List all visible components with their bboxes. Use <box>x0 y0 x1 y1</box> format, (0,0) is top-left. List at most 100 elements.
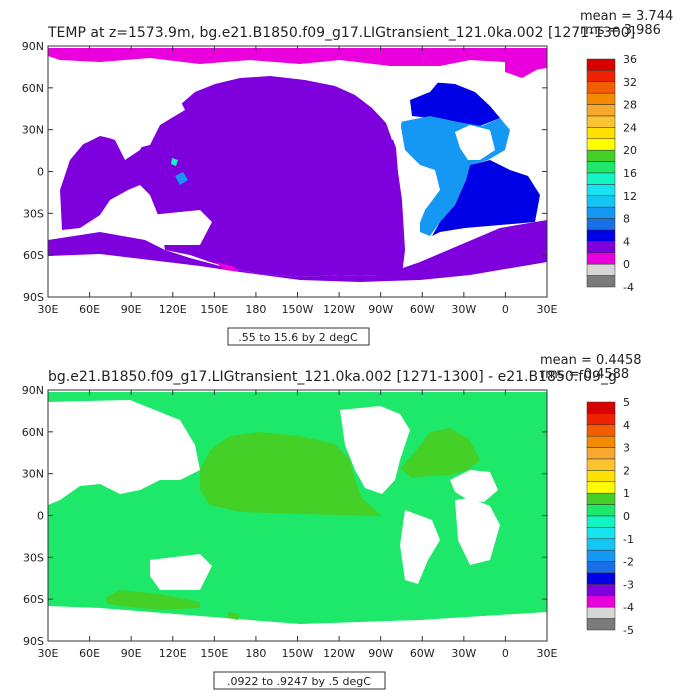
colorbar-label: 28 <box>623 99 637 112</box>
colorbar-swatch <box>586 218 616 231</box>
colorbar-swatch <box>586 492 616 505</box>
colorbar-swatch <box>586 138 616 151</box>
colorbar-swatch <box>586 584 616 597</box>
colorbar-swatch <box>586 229 616 242</box>
y-tick-label: 60N <box>22 82 44 95</box>
colorbar-swatch <box>586 252 616 265</box>
colorbar-label: 0 <box>623 510 630 523</box>
colorbar-swatch <box>586 206 616 219</box>
x-tick-label: 90E <box>121 647 142 660</box>
y-tick-label: 30S <box>23 551 44 564</box>
colorbar-label: 36 <box>623 53 637 66</box>
x-tick-label: 30W <box>451 647 476 660</box>
x-tick-label: 180 <box>245 647 266 660</box>
colorbar-swatch <box>586 263 616 276</box>
colorbar-label: 32 <box>623 76 637 89</box>
colorbar-label: -4 <box>623 281 634 294</box>
colorbar-swatch <box>586 470 616 483</box>
colorbar-swatch <box>586 549 616 562</box>
colorbar-label: -3 <box>623 578 634 591</box>
x-tick-label: 90W <box>368 647 393 660</box>
x-tick-label: 30E <box>537 303 558 316</box>
top-title: TEMP at z=1573.9m, bg.e21.B1850.f09_g17.… <box>47 25 635 41</box>
x-tick-label: 30W <box>451 303 476 316</box>
top-range-box <box>227 327 370 346</box>
bottom-colorbar: 5 4 3 2 1 0 -1 -2 -3 -4 -5 <box>586 396 634 637</box>
colorbar-label: 8 <box>623 213 630 226</box>
colorbar-label: 16 <box>623 167 637 180</box>
y-tick-label: 90N <box>22 384 44 397</box>
top-region-north-atlantic <box>410 82 500 126</box>
colorbar-swatch <box>586 70 616 83</box>
colorbar-swatch <box>586 561 616 574</box>
colorbar-swatch <box>586 195 616 208</box>
y-tick-label: 60S <box>23 593 44 606</box>
colorbar-swatch <box>586 606 616 619</box>
colorbar-swatch <box>586 527 616 540</box>
colorbar-swatch <box>586 447 616 460</box>
x-tick-label: 0 <box>502 647 509 660</box>
y-tick-label: 30N <box>22 124 44 137</box>
colorbar-label: 0 <box>623 258 630 271</box>
bottom-range-label: .0922 to .9247 by .5 degC <box>227 675 371 688</box>
bottom-rms-label: rms = 0.4588 <box>540 367 629 382</box>
colorbar-swatch <box>586 104 616 117</box>
colorbar-swatch <box>586 618 616 631</box>
top-region-south-atlantic <box>432 160 540 236</box>
colorbar-swatch <box>586 92 616 105</box>
colorbar-swatch <box>586 572 616 585</box>
top-mean-label: mean = 3.744 <box>580 9 673 24</box>
colorbar-label: 2 <box>623 464 630 477</box>
top-region-arctic <box>48 48 547 72</box>
colorbar-swatch <box>586 58 616 71</box>
x-tick-label: 150W <box>282 647 314 660</box>
bottom-region-labrador <box>400 428 480 478</box>
colorbar-swatch <box>586 413 616 426</box>
colorbar-swatch <box>586 241 616 254</box>
colorbar-swatch <box>586 538 616 551</box>
x-tick-label: 150E <box>200 647 228 660</box>
colorbar-swatch <box>586 458 616 471</box>
colorbar-label: 1 <box>623 487 630 500</box>
y-tick-label: 90S <box>23 291 44 304</box>
y-tick-label: 60S <box>23 249 44 262</box>
y-tick-label: 90S <box>23 635 44 648</box>
bottom-title: bg.e21.B1850.f09_g17.LIGtransient_121.0k… <box>48 369 617 385</box>
x-tick-label: 120W <box>323 303 355 316</box>
colorbar-swatch <box>586 424 616 437</box>
y-tick-label: 30S <box>23 207 44 220</box>
bottom-panel: bg.e21.B1850.f09_g17.LIGtransient_121.0k… <box>22 353 642 690</box>
colorbar-swatch <box>586 184 616 197</box>
top-y-axis: 90N 60N 30N 0 30S 60S 90S <box>22 40 547 304</box>
x-tick-label: 0 <box>502 303 509 316</box>
top-region-pacific <box>60 76 405 277</box>
colorbar-swatch <box>586 275 616 288</box>
y-tick-label: 0 <box>37 166 44 179</box>
x-tick-label: 90W <box>368 303 393 316</box>
colorbar-label: 12 <box>623 190 637 203</box>
colorbar-label: 20 <box>623 144 637 157</box>
x-tick-label: 180 <box>245 303 266 316</box>
colorbar-swatch <box>586 115 616 128</box>
colorbar-label: 4 <box>623 235 630 248</box>
colorbar-swatch <box>586 81 616 94</box>
colorbar-label: 3 <box>623 442 630 455</box>
colorbar-swatch <box>586 435 616 448</box>
x-tick-label: 60W <box>410 303 435 316</box>
x-tick-label: 30E <box>38 647 59 660</box>
bottom-y-axis: 90N 60N 30N 0 30S 60S 90S <box>22 384 547 648</box>
colorbar-swatch <box>586 127 616 140</box>
x-tick-label: 60W <box>410 647 435 660</box>
colorbar-label: 5 <box>623 396 630 409</box>
colorbar-swatch <box>586 515 616 528</box>
bottom-region-southern-indian <box>105 590 200 610</box>
x-tick-label: 60E <box>79 647 100 660</box>
x-tick-label: 60E <box>79 303 100 316</box>
y-tick-label: 0 <box>37 510 44 523</box>
bottom-x-axis: 30E 60E 90E 120E 150E 180 150W 120W 90W 60W 30W 0 30… <box>38 390 558 660</box>
x-tick-label: 30E <box>38 303 59 316</box>
top-panel: TEMP at z=1573.9m, bg.e21.B1850.f09_g17.… <box>22 9 673 346</box>
bottom-mean-label: mean = 0.4458 <box>540 353 642 368</box>
bottom-range-box <box>213 671 386 690</box>
